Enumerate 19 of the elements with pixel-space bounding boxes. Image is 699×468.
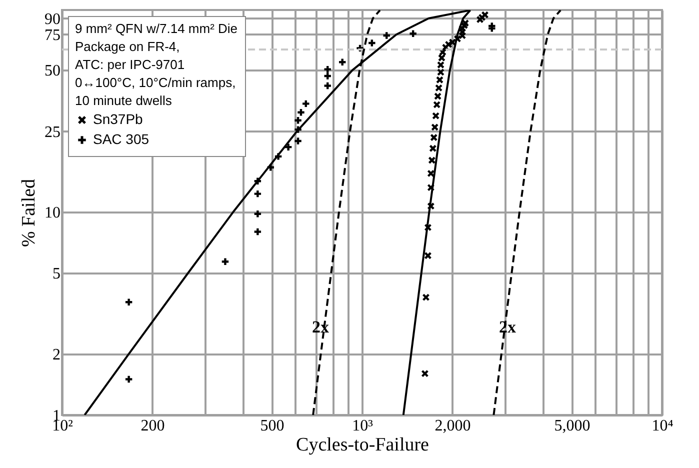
x-tick-label: 10⁴ (652, 418, 674, 434)
y-tick-label: 50 (44, 62, 60, 80)
y-axis-title: % Failed (18, 178, 40, 248)
legend-label: Sn37Pb (93, 111, 144, 127)
x-tick-label: 200 (140, 418, 165, 434)
x-tick-label: 2,000 (434, 418, 471, 434)
x-tick-label: 5,000 (554, 418, 590, 434)
y-tick-label: 2 (52, 346, 60, 364)
y-tick-label: 5 (52, 266, 60, 283)
legend-label: SAC 305 (93, 131, 150, 147)
y-tick-label: 10 (44, 204, 60, 222)
y-tick-label: 90 (44, 10, 60, 28)
x-axis-title: Cycles-to-Failure (296, 434, 429, 456)
y-tick-label: 75 (44, 26, 60, 44)
y-tick-label: 25 (44, 124, 60, 141)
x-tick-label: 500 (260, 418, 284, 434)
x-tick-label: 10³ (352, 418, 374, 434)
annotation: 2x (312, 317, 330, 336)
legend-title: 9 mm² QFN w/7.14 mm² Die Package on FR-4, ATC: per IPC-9701 0↔100°C, 10°C/min ramps, 10 minute dwells (75, 21, 238, 108)
